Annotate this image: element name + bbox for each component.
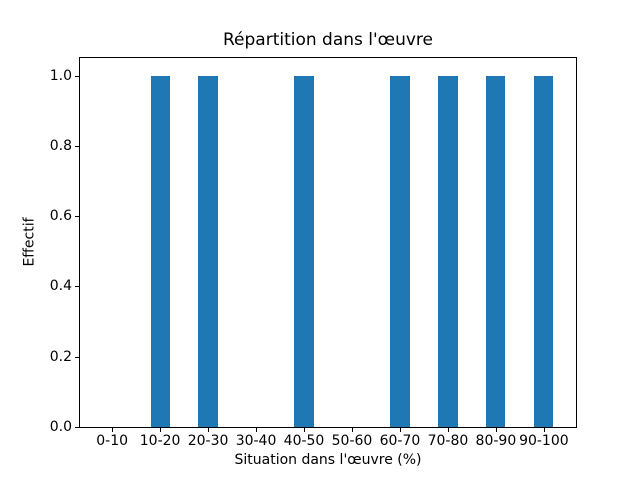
x-tick-0-10 [112, 428, 114, 432]
y-tick-label-0.2: 0.2 [49, 348, 72, 365]
x-tick-label-10-20: 10-20 [139, 433, 181, 449]
y-tick-0.0 [75, 427, 79, 428]
y-tick-label-0.6: 0.6 [49, 208, 72, 225]
x-tick-60-70 [399, 428, 401, 432]
x-tick-label-90-100: 90-100 [519, 433, 569, 449]
x-tick-label-60-70: 60-70 [379, 433, 421, 449]
x-axis-label: Situation dans l'œuvre (%) [234, 452, 422, 468]
x-tick-20-30 [208, 428, 210, 432]
chart-title: Répartition dans l'œuvre [222, 30, 433, 50]
y-tick-label-1.0: 1.0 [49, 67, 72, 84]
plot-area [79, 57, 577, 428]
bar-70-80 [438, 75, 458, 427]
x-tick-30-40 [256, 428, 258, 432]
y-tick-label-0.0: 0.0 [49, 419, 72, 435]
x-tick-80-90 [495, 428, 497, 432]
x-tick-label-0-10: 0-10 [96, 433, 129, 449]
x-tick-label-50-60: 50-60 [331, 433, 373, 449]
x-tick-40-50 [304, 428, 305, 432]
x-tick-label-40-50: 40-50 [283, 433, 325, 449]
bar-60-70 [390, 75, 410, 427]
x-tick-label-20-30: 20-30 [187, 433, 229, 449]
y-tick-0.6 [75, 216, 79, 218]
x-tick-10-20 [160, 428, 162, 432]
x-tick-label-30-40: 30-40 [235, 433, 277, 449]
x-tick-label-80-90: 80-90 [475, 433, 517, 449]
bar-20-30 [198, 75, 218, 427]
bar-80-90 [486, 75, 506, 427]
x-tick-90-100 [543, 428, 545, 432]
x-tick-label-70-80: 70-80 [427, 433, 469, 449]
y-tick-0.4 [75, 286, 79, 288]
bar-90-100 [534, 75, 554, 427]
y-tick-label-0.4: 0.4 [49, 278, 72, 295]
y-tick-0.8 [75, 145, 79, 147]
y-tick-label-0.8: 0.8 [49, 137, 72, 154]
y-tick-1.0 [75, 75, 79, 77]
bar-40-50 [294, 75, 314, 427]
x-tick-50-60 [351, 428, 353, 432]
bar-10-20 [150, 75, 170, 427]
y-tick-0.2 [75, 356, 79, 358]
x-tick-70-80 [447, 428, 449, 432]
